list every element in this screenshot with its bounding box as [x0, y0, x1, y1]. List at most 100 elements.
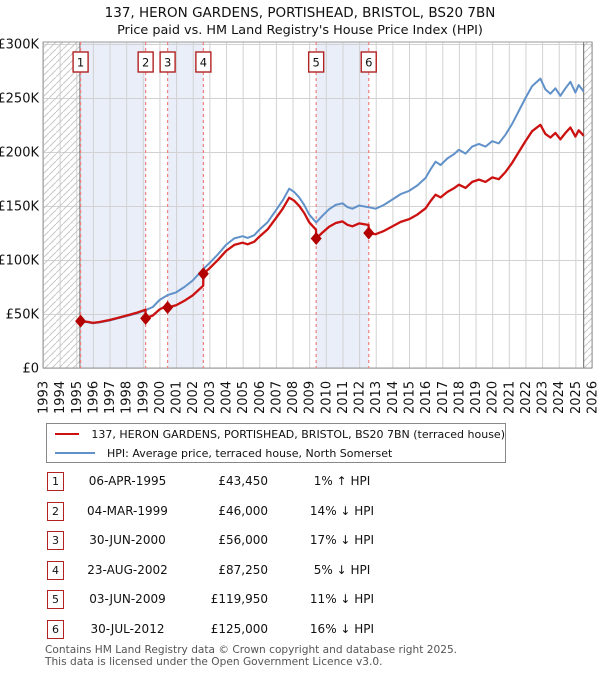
x-axis-label: 2002: [186, 381, 201, 414]
sale-number-badge: 1: [47, 472, 64, 491]
x-axis-label: 1997: [103, 381, 118, 414]
hpi-line: [81, 77, 585, 325]
chart-legend: 137, HERON GARDENS, PORTISHEAD, BRISTOL,…: [46, 423, 506, 463]
sale-flag-box: [137, 51, 154, 73]
x-axis-label: 2004: [220, 381, 235, 414]
sale-flag-number: 6: [365, 56, 372, 70]
sale-hpi-delta: 16% ↓ HPI: [309, 621, 375, 636]
y-axis-label: £200K: [0, 146, 39, 161]
x-axis-label: 2022: [519, 381, 534, 414]
sale-flag-box: [307, 51, 325, 73]
no-data-hatch: [43, 42, 80, 368]
sale-number-badge: 4: [47, 560, 64, 580]
x-axis-label: 1996: [86, 381, 101, 414]
footer-copyright: Contains HM Land Registry data © Crown c…: [45, 644, 458, 656]
x-axis-label: 2020: [486, 381, 501, 414]
sale-date: 30-JUL-2012: [90, 621, 165, 636]
sale-date: 23-AUG-2002: [87, 562, 168, 577]
sale-hpi-delta: 5% ↓ HPI: [313, 562, 371, 577]
x-axis-label: 2014: [386, 381, 401, 414]
x-axis-label: 2005: [236, 381, 251, 414]
sale-marker-diamond: [140, 311, 152, 325]
x-axis-label: 2008: [286, 381, 301, 414]
x-axis-label: 2006: [253, 381, 268, 414]
sale-marker-diamond: [363, 226, 375, 240]
sale-price: £56,000: [218, 533, 268, 547]
sale-price: £43,450: [218, 474, 268, 488]
x-axis-label: 2025: [569, 381, 584, 414]
price-history-chart: 1 2 3 4 5 6 £0 £50K £100K £150K £200K £250K £300K 199…: [0, 38, 600, 415]
sale-marker-diamond: [310, 231, 322, 245]
sale-price: £125,000: [210, 621, 268, 636]
license-footer: Contains HM Land Registry data © Crown c…: [45, 644, 600, 668]
x-axis-label: 2017: [436, 381, 451, 414]
sale-hpi-delta: 11% ↓ HPI: [309, 592, 375, 606]
price-line-swatch: [55, 433, 80, 435]
table-row: 3 30-JUN-2000 £56,000 17% ↓ HPI: [0, 531, 600, 551]
x-axis-label: 2019: [469, 381, 484, 414]
x-axis-label: 2026: [586, 381, 600, 414]
no-data-hatch: [583, 42, 592, 368]
x-axis-label: 1999: [136, 381, 151, 414]
x-axis-label: 2009: [303, 381, 318, 414]
sale-flag-number: 3: [164, 56, 171, 70]
y-axis-label: £50K: [6, 308, 40, 323]
sale-date: 06-APR-1995: [88, 474, 167, 488]
sale-marker-diamond: [75, 314, 87, 328]
x-axis-label: 2013: [369, 381, 384, 414]
sale-marker-diamond: [162, 301, 174, 315]
sale-flag-box: [159, 51, 176, 73]
sale-number-badge: 3: [47, 531, 64, 550]
table-row: 1 06-APR-1995 £43,450 1% ↑ HPI: [0, 472, 600, 492]
sale-date: 30-JUN-2000: [89, 533, 166, 547]
x-axis-label: 2015: [403, 381, 418, 414]
footer-licence: This data is licensed under the Open Gov…: [45, 655, 383, 668]
x-axis-label: 2021: [502, 381, 517, 414]
page-title: 137, HERON GARDENS, PORTISHEAD, BRISTOL,…: [104, 5, 496, 21]
x-axis-label: 2018: [452, 381, 467, 414]
legend-label-hpi: HPI: Average price, terraced house, Nort…: [107, 446, 393, 460]
sale-price: £119,950: [210, 592, 268, 606]
y-axis-label: £150K: [0, 200, 39, 215]
x-axis-label: 1998: [120, 381, 135, 414]
table-row: 4 23-AUG-2002 £87,250 5% ↓ HPI: [0, 560, 600, 581]
sale-hpi-delta: 1% ↑ HPI: [313, 474, 371, 488]
page-subtitle: Price paid vs. HM Land Registry's House …: [117, 23, 483, 38]
y-axis-label: £0: [22, 362, 39, 377]
table-row: 6 30-JUL-2012 £125,000 16% ↓ HPI: [0, 619, 600, 640]
sale-number-badge: 2: [47, 501, 64, 521]
x-axis-label: 1994: [53, 381, 68, 414]
sale-flag-box: [72, 51, 89, 73]
legend-item-price-paid: 137, HERON GARDENS, PORTISHEAD, BRISTOL,…: [47, 425, 505, 443]
sale-price: £46,000: [218, 503, 268, 518]
legend-label-price-paid: 137, HERON GARDENS, PORTISHEAD, BRISTOL,…: [91, 427, 505, 441]
sale-number-badge: 6: [47, 619, 64, 639]
x-axis-label: 2001: [170, 381, 185, 414]
table-row: 5 03-JUN-2009 £119,950 11% ↓ HPI: [0, 590, 600, 610]
x-axis-label: 2011: [336, 381, 351, 414]
sale-date: 04-MAR-1999: [87, 503, 168, 518]
sale-hpi-delta: 17% ↓ HPI: [309, 533, 375, 547]
hpi-line-swatch: [55, 452, 95, 454]
table-row: 2 04-MAR-1999 £46,000 14% ↓ HPI: [0, 501, 600, 522]
sale-hpi-delta: 14% ↓ HPI: [309, 503, 375, 518]
y-axis-label: £300K: [0, 38, 39, 53]
y-axis-label: £250K: [0, 92, 39, 107]
sale-flag-number: 5: [313, 56, 320, 70]
sale-price: £87,250: [218, 562, 268, 577]
sale-flag-box: [360, 51, 377, 73]
chart-header: 137, HERON GARDENS, PORTISHEAD, BRISTOL,…: [0, 4, 600, 39]
x-axis-label: 2016: [419, 381, 434, 414]
sale-date: 03-JUN-2009: [89, 592, 166, 606]
x-axis-label: 1995: [70, 381, 85, 414]
sale-marker-diamond: [197, 267, 209, 281]
plot-border: [42, 41, 593, 369]
x-axis-label: 2023: [536, 381, 551, 414]
x-axis-label: 2003: [203, 381, 218, 414]
legend-item-hpi: HPI: Average price, terraced house, Nort…: [47, 444, 505, 462]
x-axis-label: 2010: [319, 381, 334, 414]
sale-flag-number: 4: [200, 56, 207, 70]
ownership-period-band: [167, 42, 204, 368]
sale-number-badge: 5: [47, 590, 64, 609]
